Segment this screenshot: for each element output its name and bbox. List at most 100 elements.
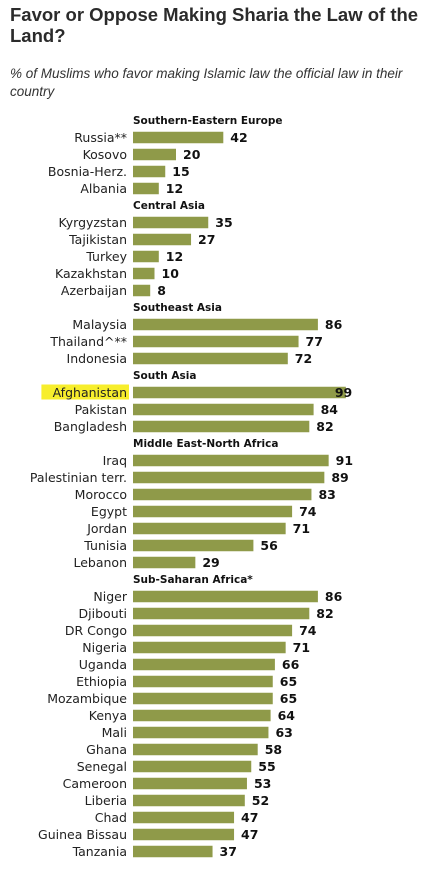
- bar: [133, 539, 254, 552]
- bar: [133, 318, 318, 331]
- bar: [133, 233, 192, 246]
- category-label: DR Congo: [65, 623, 127, 638]
- value-label: 71: [293, 521, 310, 536]
- value-label: 65: [280, 674, 297, 689]
- value-label: 66: [282, 657, 300, 672]
- value-label: 63: [275, 725, 292, 740]
- bar: [133, 743, 258, 756]
- value-label: 86: [325, 589, 343, 604]
- value-label: 47: [241, 810, 258, 825]
- category-label: Palestinian terr.: [30, 470, 127, 485]
- value-label: 53: [254, 776, 271, 791]
- value-label: 58: [265, 742, 282, 757]
- bar: [133, 675, 273, 688]
- group-header-sub-saharan-africa: Sub-Saharan Africa*: [133, 574, 253, 586]
- category-label: Albania: [80, 181, 127, 196]
- value-label: 91: [336, 453, 353, 468]
- category-label: Kenya: [89, 708, 127, 723]
- group-header-south-asia: South Asia: [133, 370, 196, 382]
- value-label: 99: [335, 385, 352, 400]
- value-label: 12: [166, 181, 183, 196]
- category-label: Djibouti: [79, 606, 127, 621]
- bar: [133, 488, 312, 501]
- value-label: 77: [306, 334, 323, 349]
- bar: [133, 777, 247, 790]
- value-label: 56: [260, 538, 278, 553]
- value-label: 65: [280, 691, 297, 706]
- value-label: 71: [293, 640, 310, 655]
- category-label: Mozambique: [47, 691, 127, 706]
- category-label: Chad: [95, 810, 127, 825]
- bar: [133, 845, 213, 858]
- value-label: 29: [202, 555, 219, 570]
- bar: [133, 760, 252, 773]
- highlight-marker: [41, 384, 129, 400]
- bar: [133, 403, 314, 416]
- bar: [133, 250, 159, 263]
- chart-subtitle: % of Muslims who favor making Islamic la…: [10, 66, 403, 99]
- chart-title: Favor or Oppose Making Sharia the Law of…: [10, 4, 419, 46]
- bar: [133, 267, 155, 280]
- group-header-middle-east-north-africa: Middle East-North Africa: [133, 438, 278, 450]
- category-label: Bangladesh: [54, 419, 127, 434]
- value-label: 37: [220, 844, 237, 859]
- bar: [133, 811, 235, 824]
- category-label: Azerbaijan: [61, 283, 127, 298]
- bar: [133, 454, 329, 467]
- bar: [133, 607, 310, 620]
- bar: [133, 165, 166, 178]
- category-label: Guinea Bissau: [38, 827, 127, 842]
- category-label: Ghana: [86, 742, 127, 757]
- bar: [133, 794, 245, 807]
- value-label: 74: [299, 504, 317, 519]
- category-label: Tajikistan: [68, 232, 127, 247]
- bar: [133, 709, 271, 722]
- category-label: Thailand^**: [49, 334, 127, 349]
- bar: [133, 624, 293, 637]
- bar: [133, 726, 269, 739]
- bar: [133, 658, 275, 671]
- category-label: Liberia: [85, 793, 127, 808]
- category-label: Kyrgyzstan: [59, 215, 128, 230]
- bar: [133, 471, 325, 484]
- value-label: 12: [166, 249, 183, 264]
- category-label: Mali: [102, 725, 127, 740]
- bar: [133, 284, 151, 297]
- value-label: 27: [198, 232, 215, 247]
- group-header-southern-eastern-europe: Southern-Eastern Europe: [133, 115, 283, 127]
- value-label: 52: [252, 793, 269, 808]
- group-header-central-asia: Central Asia: [133, 200, 205, 212]
- bar: [133, 216, 209, 229]
- bar: [133, 131, 224, 144]
- category-label: Egypt: [91, 504, 127, 519]
- bar: [133, 386, 346, 399]
- value-label: 72: [295, 351, 312, 366]
- category-label: Turkey: [85, 249, 127, 264]
- value-label: 8: [157, 283, 166, 298]
- bar: [133, 148, 176, 161]
- value-label: 20: [183, 147, 201, 162]
- category-label: Kazakhstan: [55, 266, 127, 281]
- category-label: Nigeria: [82, 640, 127, 655]
- value-label: 74: [299, 623, 317, 638]
- value-label: 84: [321, 402, 339, 417]
- category-label: Uganda: [79, 657, 127, 672]
- bar: [133, 420, 310, 433]
- group-header-southeast-asia: Southeast Asia: [133, 302, 222, 314]
- bar: [133, 556, 196, 569]
- bar: [133, 692, 273, 705]
- value-label: 82: [316, 606, 333, 621]
- value-label: 35: [215, 215, 232, 230]
- category-label: Russia**: [74, 130, 127, 145]
- bar: [133, 505, 293, 518]
- value-label: 10: [162, 266, 180, 281]
- category-label: Pakistan: [75, 402, 127, 417]
- category-label: Afghanistan: [53, 385, 127, 400]
- bar: [133, 590, 318, 603]
- value-label: 55: [258, 759, 275, 774]
- bar: [133, 335, 299, 348]
- category-label: Senegal: [77, 759, 127, 774]
- category-label: Malaysia: [72, 317, 127, 332]
- category-label: Morocco: [75, 487, 127, 502]
